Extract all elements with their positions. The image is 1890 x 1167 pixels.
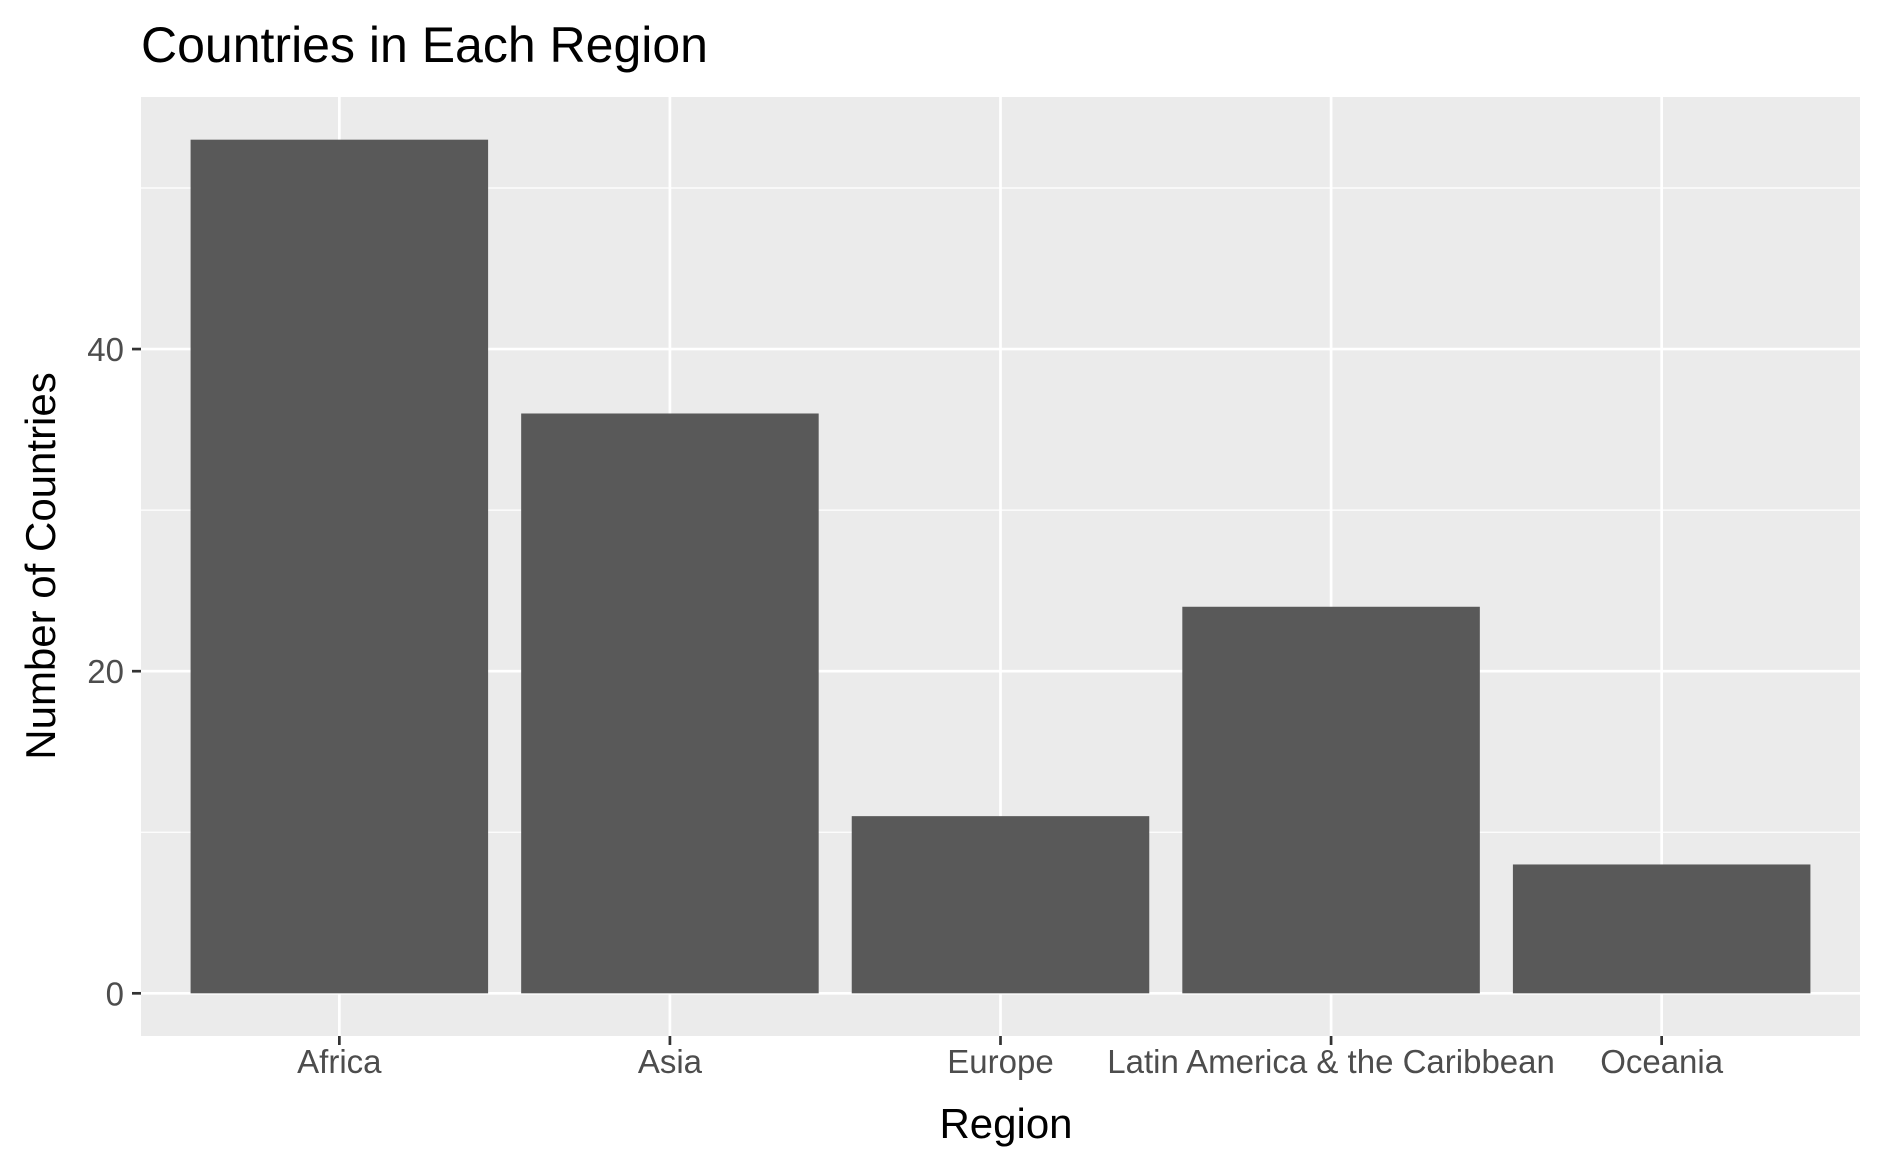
x-tick-label: Asia [638,1043,703,1080]
bar [1182,606,1480,994]
y-tick-label: 20 [87,653,124,690]
chart-title: Countries in Each Region [141,17,708,73]
y-axis: 0 20 40 [87,331,141,1012]
x-axis: Africa Asia Europe Latin America & the Cari… [297,1036,1724,1080]
y-axis-title: Number of Countries [17,372,64,760]
bar [521,413,819,994]
x-axis-title: Region [939,1100,1072,1147]
y-tick-label: 0 [106,975,124,1012]
bars [190,139,1811,994]
x-tick-label: Latin America & the Caribbean [1107,1043,1555,1080]
y-tick-label: 40 [87,331,124,368]
bar [190,139,489,994]
x-tick-label: Oceania [1600,1043,1724,1080]
bar [851,816,1150,994]
x-tick-label: Africa [297,1043,382,1080]
x-tick-label: Europe [947,1043,1053,1080]
bar [1512,864,1811,994]
